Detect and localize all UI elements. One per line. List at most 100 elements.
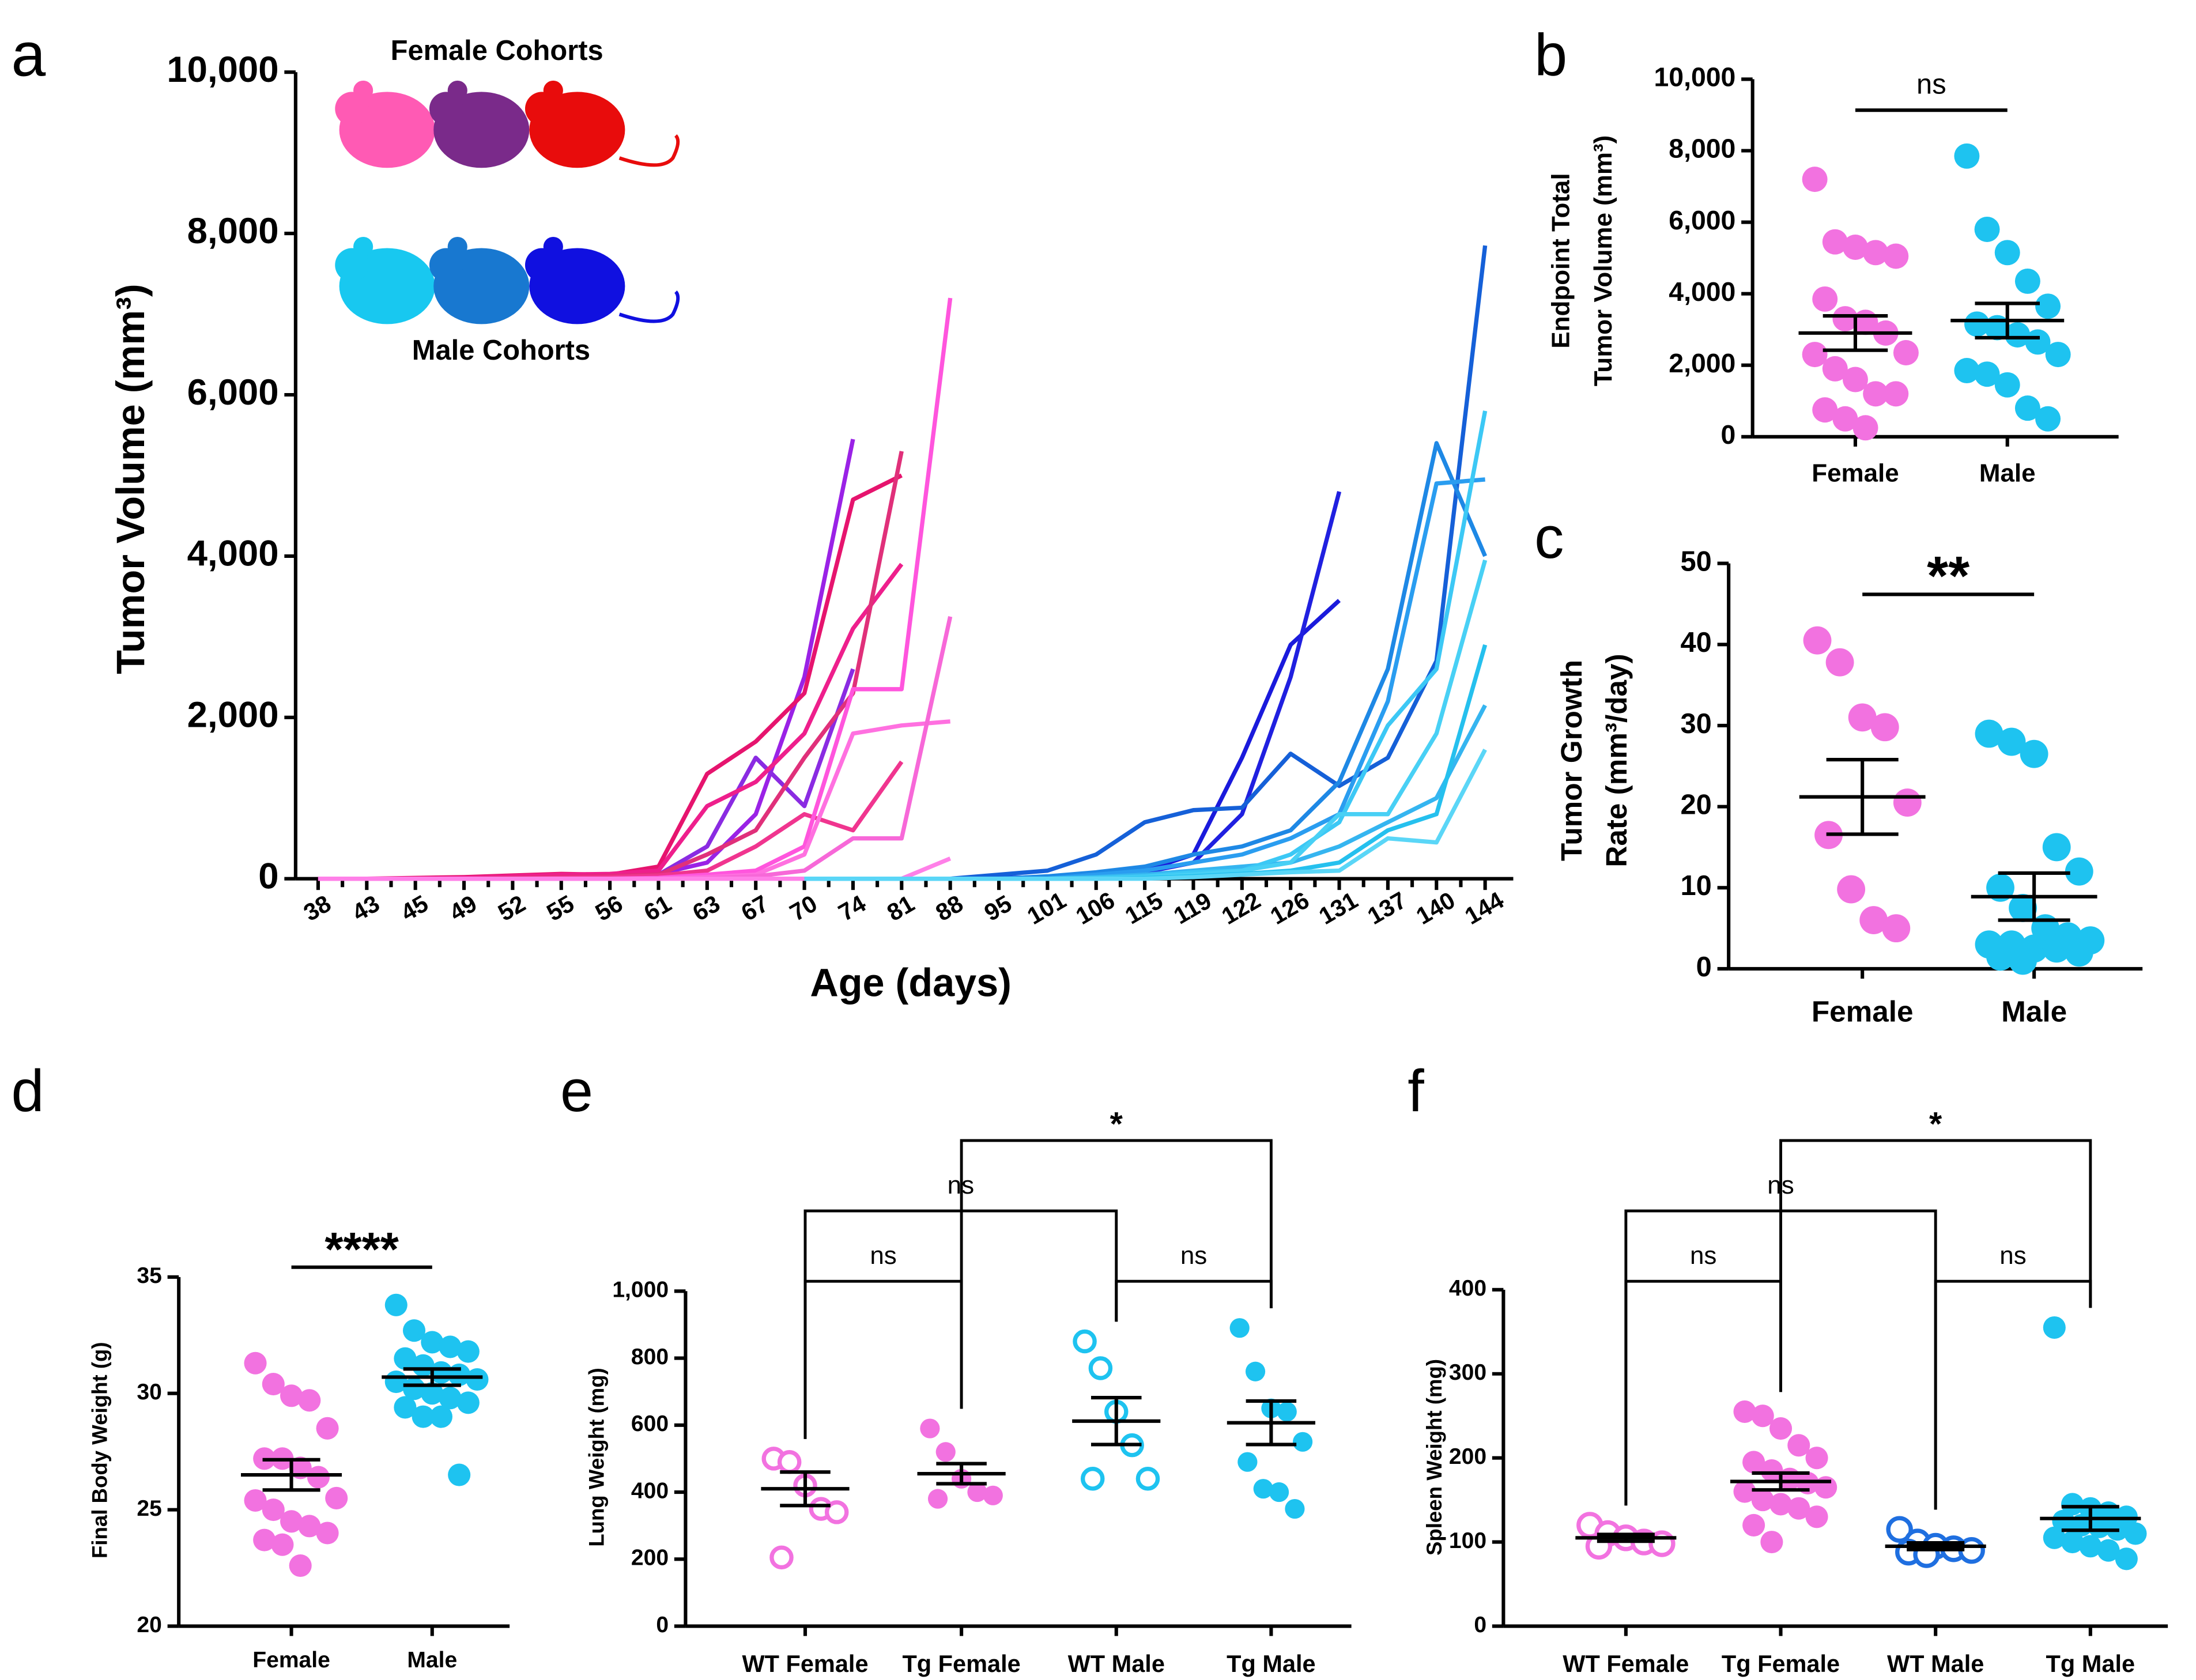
panel-label: c <box>1534 504 1564 571</box>
data-point <box>2014 395 2040 421</box>
x-tick-label: Tg Male <box>2046 1650 2135 1677</box>
data-point <box>439 1387 462 1410</box>
data-point <box>448 1463 471 1486</box>
data-point <box>262 1498 285 1522</box>
data-point <box>1760 1531 1783 1554</box>
y-tick-label: 20 <box>1681 790 1712 821</box>
x-tick-label: 140 <box>1412 886 1459 930</box>
data-point <box>1787 1497 1810 1520</box>
data-point <box>1769 1493 1793 1516</box>
x-tick-label: 106 <box>1071 886 1119 930</box>
data-point <box>2045 342 2071 368</box>
data-point <box>1863 240 1889 266</box>
data-point <box>412 1354 435 1377</box>
y-axis-label: Lung Weight (mg) <box>585 1368 609 1547</box>
y-tick-label: 35 <box>137 1263 161 1288</box>
significance-bracket <box>1779 1139 2092 1392</box>
significance-bracket <box>803 1279 963 1439</box>
data-point <box>1852 415 1878 441</box>
data-point <box>1805 1505 1828 1528</box>
data-point <box>1974 216 2000 242</box>
x-tick-label: 131 <box>1314 886 1362 930</box>
data-point <box>935 1442 956 1462</box>
data-point <box>289 1554 312 1577</box>
x-tick-label: 45 <box>396 889 432 926</box>
data-point <box>244 1489 267 1512</box>
data-point <box>402 1377 426 1400</box>
y-tick-label: 600 <box>631 1411 669 1436</box>
y-tick-label: 4,000 <box>187 534 279 574</box>
x-tick-label: WT Female <box>742 1650 868 1677</box>
y-tick-label: 6,000 <box>1669 205 1735 235</box>
data-point <box>2042 833 2071 862</box>
data-point <box>421 1382 444 1405</box>
panel-label: d <box>12 1058 44 1124</box>
data-point <box>1954 143 1980 169</box>
significance-label: ns <box>1180 1241 1207 1270</box>
x-tick-label: 88 <box>931 889 967 926</box>
significance-label: ns <box>1916 69 1946 100</box>
x-tick-label: 52 <box>493 889 530 926</box>
data-point <box>1994 372 2020 398</box>
x-tick-label: WT Male <box>1887 1650 1984 1677</box>
x-tick-label: 122 <box>1217 886 1265 930</box>
y-tick-label: 300 <box>1449 1360 1486 1385</box>
data-point <box>1848 703 1877 732</box>
panel: 20 25 30 35 Final Body Weight (g) d Female Male… <box>12 1058 510 1673</box>
data-point <box>456 1340 480 1363</box>
data-point <box>2065 938 2093 967</box>
y-axis-label: Rate (mm³/day) <box>1600 654 1633 867</box>
data-point <box>2020 739 2048 768</box>
x-tick-label: Female <box>1812 459 1899 487</box>
data-point <box>1237 1452 1258 1472</box>
y-tick-label: 10,000 <box>167 50 278 90</box>
data-point <box>1842 367 1868 392</box>
series-line <box>318 439 855 881</box>
data-point <box>1803 626 1832 655</box>
data-point <box>2115 1547 2138 1570</box>
x-tick-label: 63 <box>688 889 724 926</box>
data-point <box>316 1417 339 1440</box>
data-point <box>439 1335 462 1358</box>
data-point <box>262 1373 285 1396</box>
data-point <box>1802 167 1828 192</box>
data-point <box>967 1482 987 1502</box>
y-axis-label: Final Body Weight (g) <box>88 1342 112 1558</box>
data-point <box>421 1331 444 1354</box>
y-tick-label: 2,000 <box>187 695 279 735</box>
x-tick-label: 119 <box>1169 886 1216 929</box>
data-point <box>298 1389 321 1412</box>
data-point <box>402 1319 426 1342</box>
data-point <box>769 1545 794 1570</box>
significance-bracket <box>1115 1279 1273 1322</box>
data-point <box>1769 1417 1793 1440</box>
data-point <box>244 1351 267 1375</box>
y-tick-label: 6,000 <box>187 372 279 413</box>
data-point <box>2014 268 2040 294</box>
x-tick-label: 81 <box>882 889 919 926</box>
x-tick-label: 43 <box>348 889 384 926</box>
data-point <box>1253 1479 1273 1499</box>
data-point <box>1883 243 1909 269</box>
data-point <box>1870 713 1899 742</box>
y-tick-label: 8,000 <box>187 211 279 251</box>
series-line <box>804 559 1488 881</box>
data-point <box>1822 356 1848 382</box>
y-axis-label: Tumor Volume (mm³) <box>1589 135 1617 386</box>
data-point <box>466 1368 489 1391</box>
y-axis-label: Spleen Weight (mg) <box>1423 1359 1446 1556</box>
data-point <box>1742 1451 1765 1474</box>
series-line <box>318 668 855 881</box>
panel-label: e <box>560 1058 593 1124</box>
x-tick-label: 67 <box>737 889 773 926</box>
y-tick-label: 0 <box>258 856 278 896</box>
series-line <box>318 719 950 881</box>
data-point <box>316 1522 339 1545</box>
y-tick-label: 1,000 <box>612 1278 669 1303</box>
x-tick-label: 137 <box>1363 886 1410 930</box>
panel: 0 200 400 600 800 1,000 Lung Weight (mg) e WT Fe… <box>560 1058 1352 1677</box>
y-axis-label: Endpoint Total <box>1547 173 1575 348</box>
series-line <box>804 749 1487 881</box>
y-tick-label: 8,000 <box>1669 134 1735 164</box>
